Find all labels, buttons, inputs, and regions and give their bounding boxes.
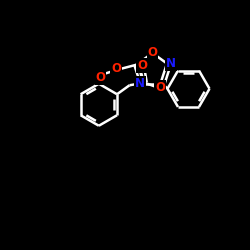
Text: O: O xyxy=(137,59,147,72)
Text: N: N xyxy=(135,77,145,90)
Text: O: O xyxy=(111,62,121,75)
Text: N: N xyxy=(166,57,176,70)
Text: O: O xyxy=(148,46,158,60)
Text: O: O xyxy=(155,81,165,94)
Text: O: O xyxy=(96,72,106,85)
